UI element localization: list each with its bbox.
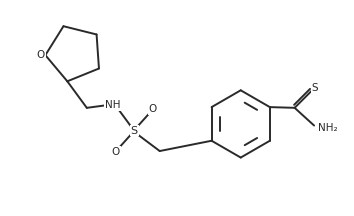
Text: NH: NH xyxy=(104,100,120,110)
Text: O: O xyxy=(112,147,120,157)
Text: NH₂: NH₂ xyxy=(318,123,338,133)
Text: O: O xyxy=(149,104,157,114)
Text: O: O xyxy=(37,50,45,60)
Text: S: S xyxy=(131,125,138,135)
Text: S: S xyxy=(312,83,318,93)
